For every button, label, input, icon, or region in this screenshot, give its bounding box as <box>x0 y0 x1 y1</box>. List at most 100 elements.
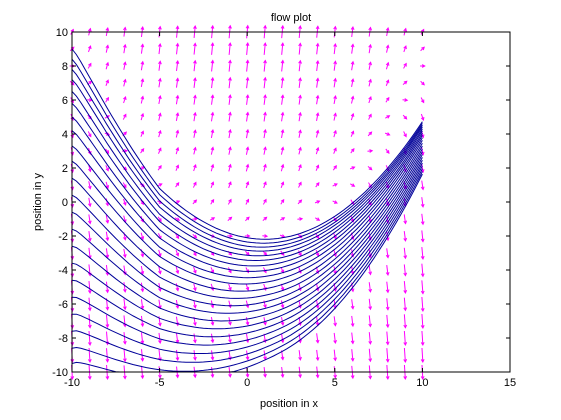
field-arrow <box>210 163 215 172</box>
field-arrow <box>350 95 355 104</box>
field-arrow <box>403 264 408 277</box>
x-tick-label: 0 <box>244 377 250 389</box>
field-arrow <box>262 216 268 222</box>
field-arrow <box>385 281 390 294</box>
field-arrow <box>298 181 302 188</box>
field-arrow <box>105 96 110 103</box>
field-arrow <box>193 164 197 172</box>
field-arrow <box>280 146 285 155</box>
field-arrow <box>158 60 162 71</box>
field-arrow <box>105 231 110 242</box>
field-arrow <box>333 112 337 121</box>
field-arrow <box>193 146 197 155</box>
field-arrow <box>175 146 180 155</box>
field-arrow <box>420 313 425 330</box>
field-arrow <box>263 181 267 189</box>
field-arrow <box>123 248 127 259</box>
field-arrow <box>245 283 250 291</box>
field-arrow <box>245 250 250 256</box>
field-arrow <box>87 131 92 138</box>
field-arrow <box>245 59 250 72</box>
field-arrow <box>385 148 390 154</box>
field-arrow <box>245 317 250 326</box>
field-arrow <box>368 332 373 345</box>
field-arrow <box>262 250 268 256</box>
field-arrow <box>263 128 267 139</box>
field-arrow <box>280 129 285 139</box>
field-arrow <box>263 76 267 89</box>
field-arrow <box>403 280 408 294</box>
field-arrow <box>403 314 408 329</box>
field-arrow <box>105 215 110 224</box>
field-arrow <box>175 182 180 188</box>
field-arrow <box>332 200 338 204</box>
streamline <box>71 130 423 272</box>
field-arrow <box>174 217 181 221</box>
field-arrow <box>280 333 285 344</box>
field-arrow <box>123 198 127 206</box>
streamline <box>71 159 423 338</box>
field-arrow <box>158 349 162 362</box>
field-arrow <box>140 282 145 293</box>
streamline <box>71 91 423 257</box>
field-arrow <box>123 348 127 363</box>
field-arrow <box>175 299 180 309</box>
field-arrow <box>280 111 285 122</box>
streamline <box>71 157 423 330</box>
field-arrow <box>175 283 180 292</box>
field-arrow <box>157 216 162 223</box>
field-arrow <box>350 78 355 87</box>
streamline <box>71 103 423 262</box>
field-arrow <box>402 80 408 86</box>
x-tick-label: 5 <box>332 377 338 389</box>
field-arrow <box>210 146 215 155</box>
field-arrow <box>175 266 180 275</box>
field-arrow <box>245 300 250 309</box>
field-arrow <box>245 181 250 189</box>
field-arrow <box>333 147 337 154</box>
field-arrow <box>350 332 355 345</box>
streamline <box>71 116 423 267</box>
field-arrow <box>245 94 250 105</box>
field-arrow <box>385 96 390 103</box>
streamline <box>71 69 423 248</box>
field-arrow <box>105 165 109 172</box>
field-arrow <box>245 76 250 89</box>
field-arrow <box>192 217 199 221</box>
field-arrow <box>87 214 92 225</box>
field-arrow <box>315 299 320 309</box>
field-arrow <box>192 233 198 239</box>
field-arrow <box>385 314 390 329</box>
field-arrow <box>228 181 232 189</box>
streamlines <box>71 48 423 373</box>
streamline <box>71 58 423 244</box>
field-arrow <box>123 96 127 104</box>
field-arrow <box>158 332 162 345</box>
field-arrow <box>87 181 92 190</box>
field-arrow <box>420 80 425 86</box>
field-arrow <box>228 76 232 89</box>
streamline <box>72 165 423 354</box>
field-arrow <box>279 234 286 238</box>
field-arrow <box>140 43 145 54</box>
field-arrow <box>315 129 320 138</box>
field-arrow <box>350 112 355 121</box>
field-arrow <box>298 350 302 361</box>
field-arrow <box>158 147 162 154</box>
field-arrow <box>420 247 425 260</box>
field-arrow <box>87 62 92 69</box>
field-arrow <box>385 248 390 259</box>
field-arrow <box>158 77 162 88</box>
streamline <box>71 162 423 346</box>
field-arrow <box>368 265 373 276</box>
field-arrow <box>87 197 92 208</box>
field-arrow <box>368 78 372 87</box>
field-arrow <box>315 59 320 72</box>
field-arrow <box>158 95 162 105</box>
field-arrow <box>210 181 215 188</box>
field-arrow <box>333 95 337 105</box>
field-arrow <box>123 43 127 54</box>
field-arrow <box>368 348 373 363</box>
field-arrow <box>122 182 127 189</box>
field-arrow <box>192 199 198 205</box>
